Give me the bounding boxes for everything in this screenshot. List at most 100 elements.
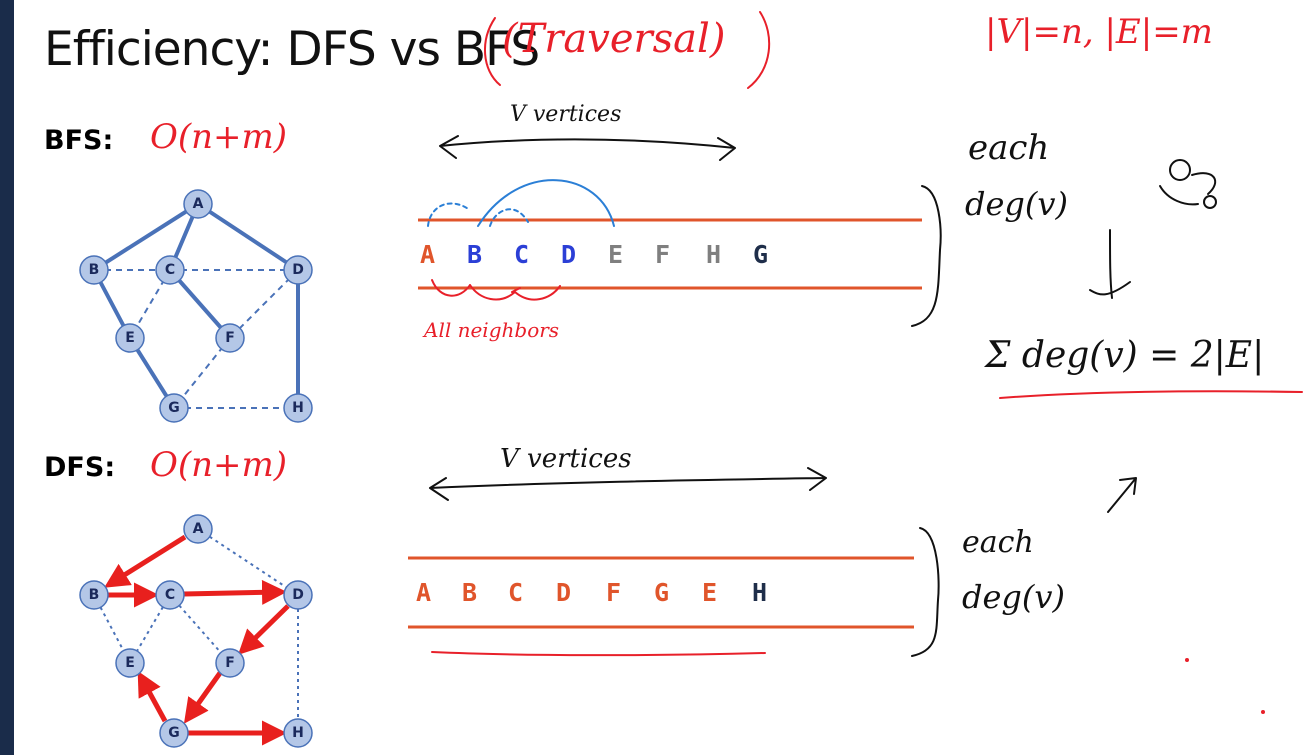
bfs-node-label-h: H (292, 400, 304, 416)
dfs-node-h (283, 718, 313, 748)
bfs-edge-a-d (196, 202, 300, 272)
stray-dot-1 (1185, 658, 1189, 662)
dfs-graph: A B C D E F G H (79, 514, 313, 748)
up-arrow (1107, 477, 1137, 513)
bfs-node-label-a: A (193, 196, 204, 212)
dfs-node-label-f: F (225, 655, 235, 671)
v-vertices-top-note: V vertices (510, 102, 622, 127)
bfs-node-d (283, 255, 313, 285)
dfs-label: DFS: (44, 452, 115, 483)
formula-underline (999, 390, 1303, 399)
bfs-label: BFS: (44, 125, 113, 156)
bfs-edge-d-f (229, 269, 299, 339)
dfs-tree-edge-c-d (183, 579, 287, 605)
dfs-node-label-d: D (292, 587, 304, 603)
bfs-colon: : (102, 125, 114, 156)
bfs-order-letter: D (561, 240, 577, 269)
traversal-note: (Traversal) (502, 16, 726, 62)
bfs-visit-arc-ab (427, 202, 471, 227)
bfs-node-label-f: F (225, 330, 235, 346)
dfs-brace (911, 527, 940, 657)
v-vertices-top-arrow (439, 135, 736, 161)
dfs-node-label-b: B (89, 587, 100, 603)
dfs-node-label-a: A (193, 521, 204, 537)
dfs-node-d (283, 580, 313, 610)
bfs-edge-f-g (173, 337, 231, 409)
bfs-neighbor-hops (431, 279, 561, 301)
deg-top-note: deg(v) (965, 185, 1068, 223)
dfs-strip-underline (431, 651, 766, 657)
dfs-node-g (159, 718, 189, 748)
dfs-order-letter: H (752, 578, 768, 607)
dfs-complexity-note: O(n+m) (150, 445, 288, 485)
each-bottom-note: each (962, 525, 1034, 560)
dfs-order-letter: F (606, 578, 622, 607)
bfs-visit-arc-be (477, 179, 615, 227)
bfs-edge-a-b (92, 202, 200, 272)
graph-size-note: |V|=n, |E|=m (985, 12, 1213, 52)
bfs-complexity-note: O(n+m) (150, 117, 288, 157)
mini-node-a-sketch (1169, 159, 1191, 181)
bfs-node-a (183, 189, 213, 219)
v-vertices-bottom-note: V vertices (500, 444, 632, 474)
dfs-order-letter: C (508, 578, 524, 607)
traversal-paren-stroke (483, 17, 501, 86)
bfs-node-f (215, 323, 245, 353)
bfs-node-label-g: G (168, 400, 180, 416)
bfs-label-text: BFS (44, 125, 103, 156)
bfs-edge-c-f (168, 268, 232, 340)
bfs-node-label-d: D (292, 262, 304, 278)
dfs-node-e (115, 648, 145, 678)
dfs-order-letter: G (654, 578, 670, 607)
dfs-order-letter: D (556, 578, 572, 607)
dfs-node-label-e: E (125, 655, 135, 671)
slide-left-band (0, 0, 14, 755)
bfs-order-letter: A (420, 240, 436, 269)
bfs-node-g (159, 393, 189, 423)
dfs-node-b (79, 580, 109, 610)
v-vertices-bottom-arrow (429, 467, 827, 501)
bfs-graph: A B C D E F G H (79, 189, 313, 423)
bfs-node-label-c: C (165, 262, 175, 278)
each-top-note: each (968, 128, 1050, 168)
dfs-tree-edge-d-f (237, 604, 290, 655)
dfs-node-label-g: G (168, 725, 180, 741)
bfs-node-c (155, 255, 185, 285)
dfs-edge-c-f (169, 594, 231, 664)
dfs-tree-edge-g-e (137, 670, 168, 723)
dfs-node-f (215, 648, 245, 678)
bfs-node-e (115, 323, 145, 353)
dfs-colon: : (104, 452, 116, 483)
slide-title: Efficiency: DFS vs BFS (44, 22, 540, 77)
bfs-order-letter: C (514, 240, 530, 269)
dfs-tree-edge-f-g (183, 671, 223, 724)
dfs-label-text: DFS (44, 452, 105, 483)
bfs-visit-arc-bc (489, 208, 529, 227)
dfs-order-letter: B (462, 578, 478, 607)
down-arrow (1089, 229, 1131, 299)
stray-dot-2 (1261, 710, 1265, 714)
bfs-order-letter: G (753, 240, 769, 269)
bfs-node-label-b: B (89, 262, 100, 278)
deg-bottom-note: deg(v) (962, 578, 1065, 616)
dfs-tree-edge-a-b (104, 534, 187, 588)
mini-arrows-sketch (1159, 172, 1217, 206)
dfs-node-label-h: H (292, 725, 304, 741)
bfs-brace (911, 185, 942, 327)
sum-formula-note: Σ deg(v) = 2|E| (985, 335, 1265, 376)
bfs-order-letter: B (467, 240, 483, 269)
mini-node-b-sketch (1203, 195, 1217, 209)
bfs-order-letter: F (655, 240, 671, 269)
dfs-node-c (155, 580, 185, 610)
bfs-order-letter: E (608, 240, 624, 269)
dfs-order-letter: E (702, 578, 718, 607)
all-neighbors-note: All neighbors (424, 318, 560, 342)
bfs-node-h (283, 393, 313, 423)
dfs-order-letter: A (416, 578, 432, 607)
bfs-order-letter: H (706, 240, 722, 269)
traversal-paren-close-stroke (747, 11, 771, 89)
bfs-node-b (79, 255, 109, 285)
dfs-node-a (183, 514, 213, 544)
bfs-node-label-e: E (125, 330, 135, 346)
